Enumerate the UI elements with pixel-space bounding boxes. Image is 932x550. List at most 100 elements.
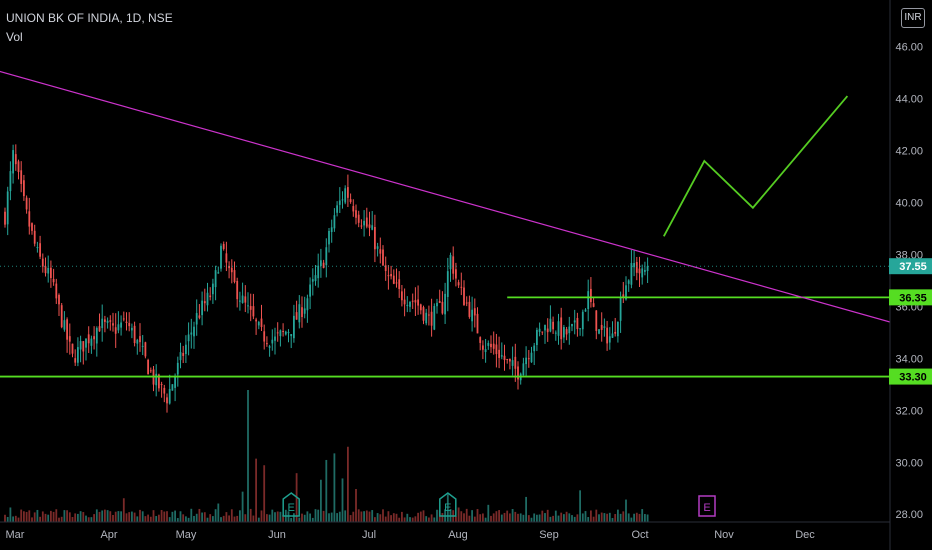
earnings-marker[interactable]: E — [698, 495, 716, 517]
price-tick-label: 40.00 — [895, 198, 923, 210]
volume-bar — [133, 512, 136, 522]
volume-bar — [290, 518, 293, 522]
candle-body — [401, 291, 403, 301]
candle-body — [325, 247, 328, 266]
volume-bar — [147, 514, 149, 522]
candle-body — [63, 320, 66, 330]
candle-body — [511, 360, 514, 366]
candle-body — [573, 320, 576, 323]
volume-bar — [495, 511, 498, 522]
candle-body — [338, 200, 341, 205]
volume-bar — [58, 517, 60, 522]
volume-bar — [212, 516, 214, 522]
volume-bar — [646, 514, 649, 522]
volume-bar — [538, 514, 541, 522]
candle-body — [244, 296, 247, 303]
candle-body — [147, 359, 149, 375]
candle-body — [336, 205, 338, 213]
candle-body — [406, 304, 409, 307]
candle-body — [47, 267, 50, 274]
volume-bar — [187, 517, 190, 522]
candle-body — [298, 304, 301, 323]
candle-body — [527, 358, 530, 360]
candle-body — [282, 331, 284, 333]
candle-body — [503, 355, 506, 361]
time-tick-label: Sep — [539, 529, 559, 541]
candle-body — [355, 210, 357, 218]
volume-bar — [349, 515, 352, 522]
volume-bar — [641, 509, 644, 522]
candle-body — [93, 336, 95, 340]
time-tick-label: Dec — [795, 529, 815, 541]
volume-bar — [522, 514, 525, 522]
candle-body — [581, 311, 584, 330]
currency-badge[interactable]: INR — [901, 8, 925, 28]
volume-bar — [220, 517, 222, 522]
volume-bar — [473, 516, 476, 522]
earnings-marker[interactable]: E — [282, 492, 300, 517]
candle-body — [217, 272, 220, 274]
candle-body — [538, 328, 541, 332]
volume-bar — [598, 514, 600, 522]
candle-body — [28, 211, 31, 227]
candle-body — [187, 334, 190, 342]
volume-bar — [68, 512, 71, 522]
volume-bar — [101, 510, 104, 522]
earnings-marker-label: E — [444, 502, 451, 514]
candle-body — [328, 230, 330, 245]
time-tick-label: Nov — [714, 529, 734, 541]
candle-body — [633, 263, 635, 268]
time-tick-label: Apr — [100, 529, 117, 541]
volume-bar — [303, 514, 306, 522]
candle-body — [60, 305, 63, 328]
volume-bar — [417, 512, 419, 522]
drawings[interactable] — [0, 70, 891, 378]
candle-body — [109, 320, 112, 322]
time-axis[interactable]: Mar Apr May Jun Jul Aug Sep Oct Nov Dec — [6, 529, 816, 541]
earnings-marker[interactable]: E — [439, 492, 457, 517]
candle-body — [214, 270, 217, 288]
volume-bar — [541, 510, 544, 522]
volume-bar — [171, 511, 174, 522]
volume-indicator-label[interactable]: Vol — [6, 30, 23, 44]
symbol-title[interactable]: UNION BK OF INDIA, 1D, NSE — [6, 11, 173, 25]
candle-body — [446, 271, 449, 297]
candle-body — [4, 211, 6, 225]
candle-body — [295, 312, 298, 320]
volume-bar — [627, 513, 630, 522]
candle-body — [131, 327, 133, 331]
candle-body — [465, 302, 468, 304]
volume-bar — [214, 509, 217, 522]
volume-bar — [333, 453, 336, 522]
volume-bar — [136, 516, 139, 522]
candle-body — [387, 275, 390, 277]
candle-body — [560, 317, 563, 340]
volume-bar — [325, 459, 328, 522]
volume-bar — [114, 511, 117, 522]
candle-body — [606, 327, 608, 344]
candle-body — [546, 328, 549, 333]
volume-bar — [544, 513, 546, 522]
volume-bar — [341, 478, 344, 522]
volume-bar — [533, 513, 536, 522]
volume-bar — [298, 517, 301, 522]
candle-body — [611, 333, 614, 338]
volume-bars — [4, 390, 649, 522]
candle-body — [392, 275, 395, 284]
price-tick-label: 30.00 — [895, 457, 923, 469]
volume-bar — [6, 516, 9, 522]
candle-body — [14, 154, 17, 165]
volume-bar — [106, 510, 109, 522]
volume-bar — [514, 511, 517, 522]
candle-body — [444, 293, 446, 315]
volume-bar — [419, 511, 422, 522]
volume-bar — [630, 517, 633, 522]
volume-bar — [98, 511, 101, 522]
candle-body — [627, 280, 630, 284]
candle-body — [587, 291, 590, 310]
candle-body — [622, 294, 625, 297]
price-tick-label: 46.00 — [895, 42, 923, 54]
candle-body — [128, 322, 131, 327]
